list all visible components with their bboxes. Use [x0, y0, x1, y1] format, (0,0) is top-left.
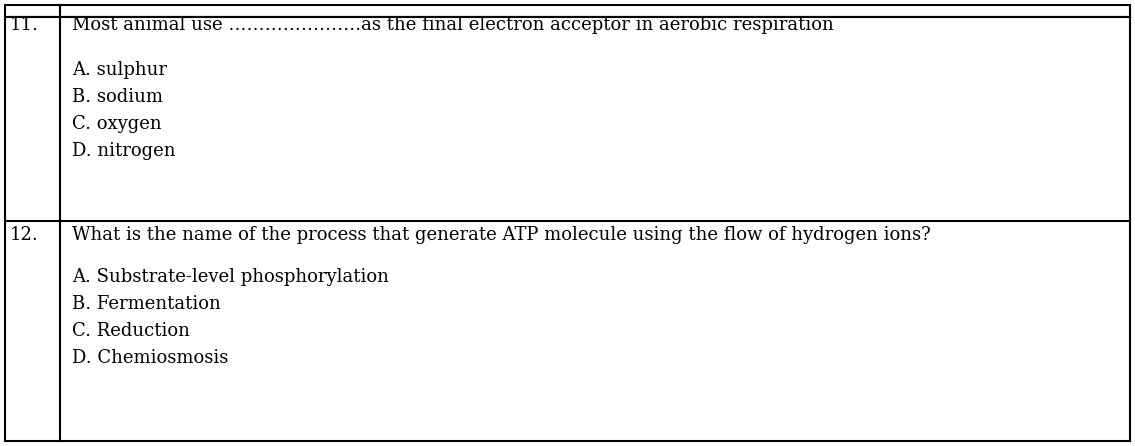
Text: What is the name of the process that generate ATP molecule using the flow of hyd: What is the name of the process that gen… [72, 226, 931, 244]
Text: C. Reduction: C. Reduction [72, 322, 190, 340]
Text: B. sodium: B. sodium [72, 88, 163, 106]
Text: A. Substrate-level phosphorylation: A. Substrate-level phosphorylation [72, 268, 389, 286]
Text: D. Chemiosmosis: D. Chemiosmosis [72, 349, 228, 367]
Text: 11.: 11. [10, 16, 39, 34]
Text: B. Fermentation: B. Fermentation [72, 295, 220, 313]
Bar [5, 5, 1130, 17]
Text: 12.: 12. [10, 226, 39, 244]
Text: D. nitrogen: D. nitrogen [72, 142, 176, 160]
Text: C. oxygen: C. oxygen [72, 115, 161, 133]
Text: Most animal use ………………….as the final electron acceptor in aerobic respiration: Most animal use ………………….as the final ele… [72, 16, 834, 34]
Text: A. sulphur: A. sulphur [72, 61, 167, 79]
